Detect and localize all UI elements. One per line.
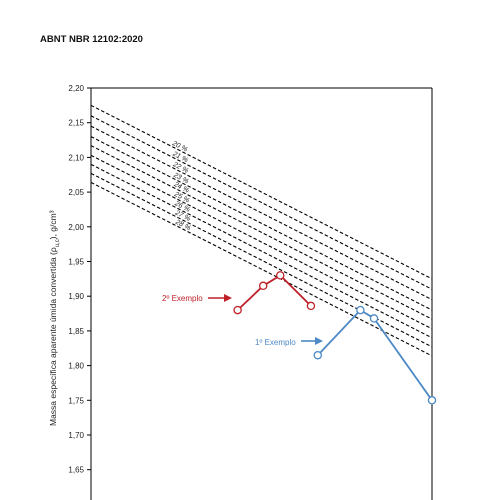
- data-series: [233, 271, 437, 405]
- annotations: 2º Exemplo 1º Exemplo: [162, 294, 323, 347]
- saturation-curve: [90, 145, 433, 320]
- saturation-curve: [90, 163, 433, 339]
- y-tick-label: 1,80: [68, 362, 84, 371]
- saturation-curve-label: 21 %: [171, 150, 189, 164]
- saturation-curve-label: 22 %: [171, 161, 189, 175]
- saturation-curve: [90, 115, 433, 290]
- y-axis-label: Massa específica aparente úmida converti…: [48, 210, 61, 426]
- saturation-curves: 20 %21 %22 %23 %24 %25 %26 %27 %28 %: [90, 104, 433, 357]
- y-tick-label: 1,95: [68, 258, 84, 267]
- y-tick-label: 2,15: [68, 119, 84, 128]
- saturation-curve: [90, 136, 433, 311]
- saturation-curve: [90, 172, 433, 348]
- data-point: [313, 350, 323, 360]
- y-tick-label: 2,00: [68, 223, 84, 232]
- y-tick-label: 2,10: [68, 153, 84, 162]
- annotation-arrowhead-2o-exemplo: [224, 294, 232, 302]
- y-tick-label: 1,90: [68, 292, 84, 301]
- saturation-curve: [90, 181, 433, 357]
- data-point: [258, 281, 268, 291]
- saturation-curve-label: 20 %: [170, 140, 188, 154]
- chart-axes: [90, 87, 433, 500]
- data-point: [356, 305, 365, 315]
- document-header: ABNT NBR 12102:2020: [40, 34, 143, 45]
- data-point: [306, 301, 316, 311]
- y-ticks: 2,20 2,15 2,10 2,05 2,00 1,95 1,90 1,85 1,80 1,75…: [68, 84, 91, 475]
- saturation-curve: [90, 104, 433, 280]
- y-tick-label: 1,75: [68, 396, 84, 405]
- y-tick-label: 1,85: [68, 327, 84, 336]
- data-point: [276, 271, 285, 280]
- series-line-1o-exemplo: [317, 309, 433, 401]
- annotation-arrowhead-1o-exemplo: [315, 337, 323, 345]
- annotation-1o-exemplo: 1º Exemplo: [255, 338, 296, 347]
- data-point: [369, 314, 379, 323]
- data-point: [233, 305, 242, 315]
- data-point: [427, 396, 437, 405]
- saturation-curve: [90, 125, 433, 301]
- y-tick-label: 2,20: [68, 84, 84, 93]
- y-tick-label: 1,70: [68, 431, 84, 440]
- y-tick-label: 1,65: [68, 466, 84, 475]
- series-line-2o-exemplo: [236, 274, 312, 311]
- y-tick-label: 2,05: [68, 188, 84, 197]
- saturation-curve: [90, 154, 433, 330]
- annotation-2o-exemplo: 2º Exemplo: [162, 294, 203, 303]
